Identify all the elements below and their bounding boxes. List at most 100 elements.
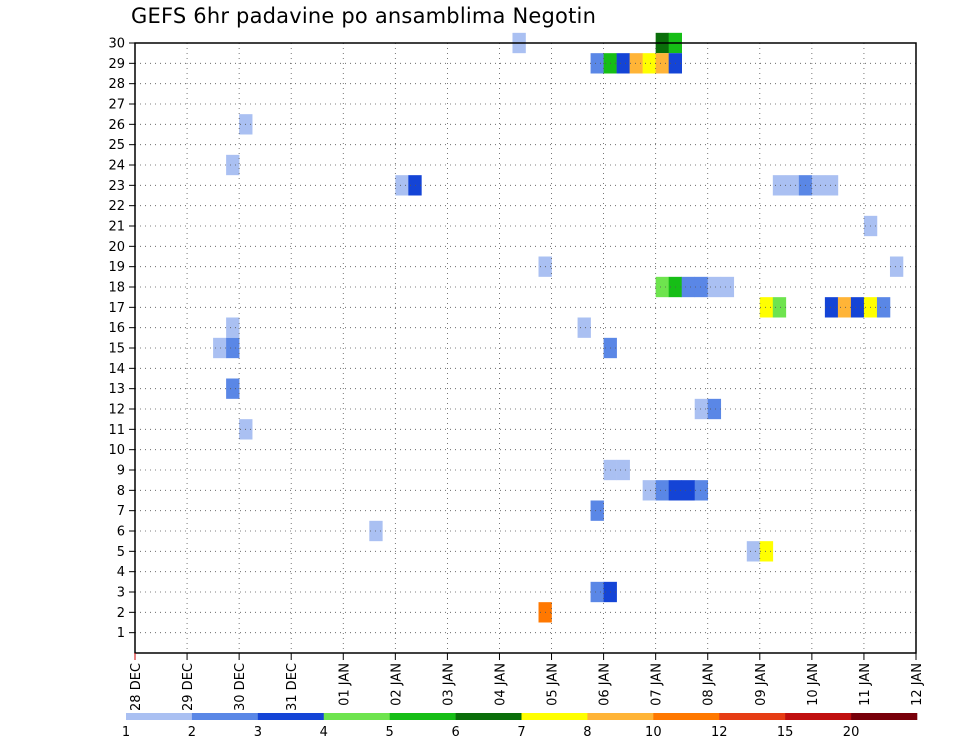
y-tick-label: 12 [108,403,125,418]
x-axis: 28 DEC 29 DEC 30 DEC 31 DEC 01 JAN 02 JAN 03 J… [129,653,925,711]
heatmap-cell [746,541,761,562]
y-tick-label: 1 [117,626,125,641]
heatmap-cell [759,297,774,318]
colorbar-swatch [785,713,852,720]
y-tick-label: 29 [108,57,125,72]
y-tick-label: 15 [108,342,125,357]
heatmap-cell [889,256,904,277]
heatmap-cell [655,53,669,74]
chart-title: GEFS 6hr padavine po ansamblima Negotin [131,4,597,28]
heatmap-cell [226,317,240,338]
colorbar-label: 1 [122,725,130,740]
heatmap-cell [590,500,604,521]
y-tick-label: 25 [108,138,125,153]
heatmap-cell [681,480,696,501]
heatmap-cell [707,276,722,298]
y-tick-label: 24 [108,159,125,174]
heatmap-cell [772,175,787,196]
heatmap-cell [226,378,240,399]
colorbar-swatch [191,713,259,720]
x-tick-label: 31 DEC [285,663,300,711]
heatmap-cell [616,459,630,481]
heatmap-cell [785,175,800,196]
x-tick-label: 09 JAN [754,663,769,706]
heatmap-cell [837,297,852,318]
y-tick-label: 27 [108,98,125,113]
y-tick-label: 7 [117,504,125,519]
x-tick-label: 04 JAN [493,663,508,706]
colorbar-label: 15 [777,725,794,740]
y-tick-label: 13 [108,382,125,397]
y-tick-label: 17 [108,301,125,316]
y-tick-label: 2 [117,606,125,621]
heatmap-cell [824,297,839,318]
colorbar-label: 10 [645,725,662,740]
colorbar-swatch [257,713,325,720]
heatmap-cell [759,541,774,562]
colorbar-swatch [587,713,654,720]
colorbar-swatch [521,713,588,720]
y-tick-label: 5 [117,545,125,560]
y-tick-label: 16 [108,321,125,336]
y-tick-label: 28 [108,77,125,92]
y-tick-label: 4 [117,565,125,580]
heatmap-cell [694,480,709,501]
heatmap-cell [772,297,787,318]
heatmap-cell [577,317,591,338]
heatmap-cell [590,581,604,603]
y-tick-label: 19 [108,260,125,275]
colorbar-label: 20 [843,725,860,740]
colorbar-label: 12 [711,725,728,740]
heatmap-cell [213,337,227,359]
y-tick-label: 30 [108,37,125,52]
heatmap-cell [850,297,865,318]
colorbar-swatch [126,713,193,720]
colorbar: 1 2 3 4 5 6 7 8 10 12 15 20 [122,713,918,740]
colorbar-label: 8 [583,725,591,740]
x-tick-label: 28 DEC [129,663,144,711]
colorbar-label: 2 [188,725,196,740]
x-tick-label: 30 DEC [233,663,248,711]
colorbar-swatch [389,713,456,720]
y-tick-label: 26 [108,118,125,133]
y-axis: 1234567891011121314151617181920212223242… [108,37,135,641]
colorbar-label: 7 [517,725,525,740]
heatmap-cell [226,154,240,176]
y-tick-label: 22 [108,199,125,214]
heatmap-cell [395,175,409,196]
x-tick-label: 29 DEC [181,663,196,711]
x-tick-label: 10 JAN [806,663,821,706]
colorbar-label: 4 [320,725,328,740]
colorbar-label: 3 [254,725,262,740]
x-tick-label: 05 JAN [546,663,561,706]
x-tick-label: 07 JAN [650,663,665,706]
y-tick-label: 10 [108,443,125,458]
heatmap-cell [655,480,669,501]
y-tick-label: 23 [108,179,125,194]
y-tick-label: 9 [117,464,125,479]
colorbar-swatch [455,713,522,720]
colorbar-swatch [653,713,720,720]
grid-lines [135,43,916,653]
heatmap-cells [213,32,904,623]
x-tick-label: 02 JAN [389,663,404,706]
heatmap-cell [655,276,669,298]
colorbar-label: 5 [386,725,394,740]
heatmap-cell [226,337,240,359]
colorbar-swatch [323,713,390,720]
heatmap-cell [629,53,643,74]
y-tick-label: 11 [108,423,125,438]
heatmap-cell [642,480,656,501]
heatmap-cell [811,175,826,196]
x-tick-label: 03 JAN [441,663,456,706]
heatmap-cell [720,276,735,298]
x-tick-label: 12 JAN [910,663,925,706]
colorbar-swatch [719,713,786,720]
x-tick-label: 01 JAN [337,663,352,706]
heatmap-cell [876,297,891,318]
x-tick-label: 08 JAN [702,663,717,706]
y-tick-label: 14 [108,362,125,377]
heatmap-cell [694,398,709,420]
y-tick-label: 6 [117,525,125,540]
heatmap-cell [824,175,839,196]
